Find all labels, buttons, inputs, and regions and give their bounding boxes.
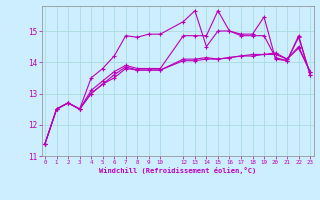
X-axis label: Windchill (Refroidissement éolien,°C): Windchill (Refroidissement éolien,°C) bbox=[99, 167, 256, 174]
